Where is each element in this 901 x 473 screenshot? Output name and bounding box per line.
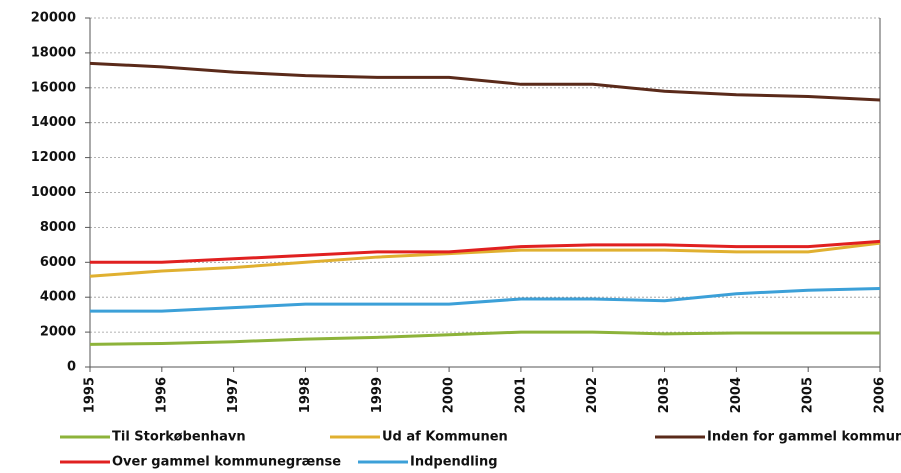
series-line (89, 61, 881, 102)
y-tick-label: 16000 (31, 80, 76, 95)
x-tick-label: 1999 (370, 377, 385, 413)
legend-label: Over gammel kommunegrænse (112, 455, 341, 470)
x-tick-label: 1997 (226, 377, 241, 413)
y-tick-label: 4000 (40, 290, 76, 305)
y-tick-label: 2000 (40, 325, 76, 340)
legend-label: Indpendling (410, 455, 498, 470)
x-tick-label: 2001 (513, 377, 528, 413)
series-line (89, 241, 881, 278)
x-tick-label: 1995 (83, 377, 98, 413)
x-tick-label: 2004 (729, 377, 744, 413)
x-tick-label: 1996 (154, 377, 169, 413)
x-tick-label: 2000 (442, 377, 457, 413)
y-tick-label: 12000 (31, 150, 76, 165)
legend-label: Inden for gammel kommune (707, 430, 901, 445)
x-tick-label: 2006 (873, 377, 888, 413)
y-tick-label: 0 (67, 360, 76, 375)
y-tick-label: 14000 (31, 115, 76, 130)
legend-label: Til Storkøbenhavn (112, 430, 246, 445)
y-tick-label: 18000 (31, 45, 76, 60)
series-line (90, 239, 881, 264)
legend-label: Ud af Kommunen (382, 430, 508, 445)
series-line (89, 330, 880, 346)
x-tick-label: 1998 (298, 377, 313, 413)
x-tick-label: 2003 (657, 377, 672, 413)
x-tick-label: 2002 (585, 377, 600, 413)
y-tick-label: 10000 (31, 185, 76, 200)
y-tick-label: 6000 (40, 255, 76, 270)
y-tick-label: 8000 (40, 220, 76, 235)
x-tick-label: 2005 (801, 377, 816, 413)
y-tick-label: 20000 (31, 11, 76, 26)
series-line (90, 286, 881, 313)
